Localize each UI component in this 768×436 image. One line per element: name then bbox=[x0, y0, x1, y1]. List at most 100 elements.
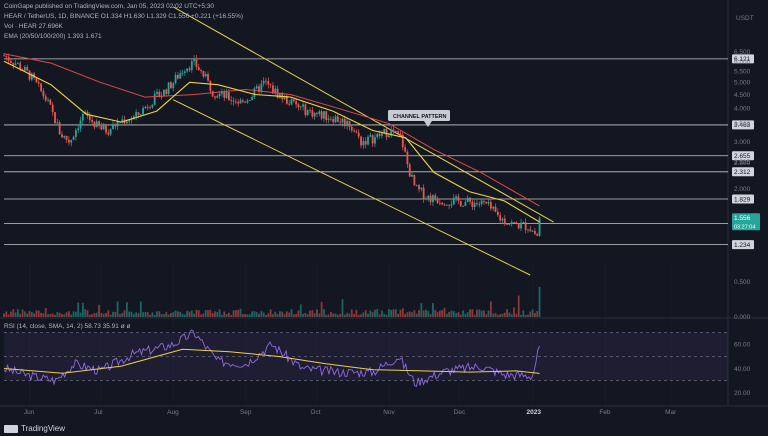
volume-bar bbox=[61, 314, 63, 317]
volume-bar bbox=[121, 312, 124, 317]
candles bbox=[3, 53, 541, 237]
candle-body bbox=[278, 93, 281, 98]
volume-bar bbox=[190, 310, 193, 317]
candle-body bbox=[434, 195, 437, 200]
candle-body bbox=[517, 223, 520, 229]
candle-body bbox=[188, 68, 191, 71]
price-tick-label: 6.500 bbox=[734, 49, 751, 56]
volume-bar bbox=[445, 313, 448, 317]
volume-bar bbox=[265, 314, 267, 317]
volume-bar bbox=[163, 314, 165, 317]
candle-body bbox=[381, 133, 383, 136]
candle-body bbox=[415, 185, 418, 186]
candle-body bbox=[30, 73, 33, 80]
candle-body bbox=[262, 80, 265, 84]
candle-body bbox=[522, 222, 525, 223]
candle-body bbox=[221, 91, 223, 94]
tradingview-footer[interactable]: TradingView bbox=[4, 424, 65, 433]
volume-bar bbox=[139, 301, 142, 317]
volume-bar bbox=[297, 310, 300, 317]
candle-body bbox=[14, 63, 17, 65]
candle-body bbox=[311, 110, 314, 117]
volume-bar bbox=[102, 314, 105, 317]
volume-tick-label: 0.000 bbox=[734, 314, 751, 321]
volume-bar bbox=[188, 311, 191, 317]
volume-bar bbox=[332, 313, 335, 317]
volume-bar bbox=[86, 310, 89, 317]
volume-bar bbox=[425, 309, 427, 317]
volume-bar bbox=[413, 310, 416, 317]
volume-bar bbox=[476, 309, 478, 317]
volume-bar bbox=[21, 309, 24, 317]
candle-body bbox=[72, 136, 75, 140]
candle-body bbox=[427, 195, 430, 199]
time-tick-label: Nov bbox=[383, 409, 395, 416]
candle-body bbox=[202, 71, 205, 77]
volume-bar bbox=[517, 295, 520, 317]
candle-body bbox=[515, 222, 518, 224]
candle-body bbox=[239, 100, 242, 104]
volume-bar bbox=[295, 313, 298, 317]
countdown-label: 03:27:04 bbox=[734, 224, 755, 230]
price-tick-label: 2.525 bbox=[734, 159, 751, 166]
volume-bar bbox=[506, 309, 509, 317]
candle-body bbox=[367, 136, 369, 145]
candle-body bbox=[142, 107, 145, 115]
candle-body bbox=[503, 218, 506, 225]
rsi-ma-line bbox=[3, 348, 540, 374]
volume-line: Vol · HEAR 27.696K bbox=[4, 23, 63, 30]
volume-bar bbox=[81, 302, 84, 317]
candle-body bbox=[302, 104, 304, 107]
candle-body bbox=[56, 122, 59, 124]
candle-body bbox=[255, 86, 258, 89]
candle-body bbox=[318, 111, 321, 114]
volume-bar bbox=[170, 313, 172, 317]
volume-bar bbox=[466, 312, 469, 317]
price-tick-label: 4.500 bbox=[734, 92, 751, 99]
candle-body bbox=[200, 70, 202, 72]
volume-bar bbox=[68, 311, 70, 317]
candle-body bbox=[452, 197, 455, 205]
volume-bar bbox=[288, 312, 291, 317]
candle-body bbox=[244, 101, 247, 103]
volume-bar bbox=[116, 301, 119, 317]
candle-body bbox=[376, 133, 379, 138]
candle-body bbox=[260, 83, 263, 93]
candle-body bbox=[17, 63, 19, 64]
volume-bar bbox=[448, 311, 451, 317]
volume-bar bbox=[371, 312, 374, 317]
volume-bar bbox=[65, 312, 68, 317]
candle-body bbox=[176, 74, 179, 79]
candle-body bbox=[116, 121, 119, 127]
volume-bar bbox=[262, 312, 265, 317]
volume-bar bbox=[58, 312, 61, 317]
volume-bar bbox=[394, 309, 397, 317]
level-label-bg bbox=[732, 240, 754, 250]
volume-bar bbox=[156, 311, 158, 317]
candle-body bbox=[499, 215, 502, 221]
volume-bar bbox=[452, 311, 455, 317]
level-label: 6.121 bbox=[734, 56, 751, 63]
candle-body bbox=[265, 80, 267, 82]
volume-bar bbox=[5, 311, 8, 317]
candle-body bbox=[538, 217, 541, 236]
candle-body bbox=[441, 202, 444, 205]
candle-body bbox=[496, 211, 499, 216]
volume-bar bbox=[30, 312, 33, 317]
volume-bar bbox=[494, 313, 497, 317]
volume-bar bbox=[367, 313, 369, 317]
candle-body bbox=[58, 122, 61, 135]
volume-bar bbox=[318, 313, 321, 317]
volume-bar bbox=[441, 309, 444, 317]
volume-bar bbox=[471, 309, 474, 317]
candle-body bbox=[197, 67, 200, 71]
candle-body bbox=[95, 121, 98, 128]
volume-bar bbox=[385, 314, 388, 317]
volume-bar bbox=[77, 302, 80, 317]
horizontal-levels bbox=[4, 58, 728, 246]
volume-bar bbox=[93, 313, 96, 317]
candle-body bbox=[156, 91, 158, 94]
volume-bar bbox=[311, 310, 314, 317]
candle-body bbox=[285, 96, 288, 104]
volume-bar bbox=[37, 310, 40, 317]
